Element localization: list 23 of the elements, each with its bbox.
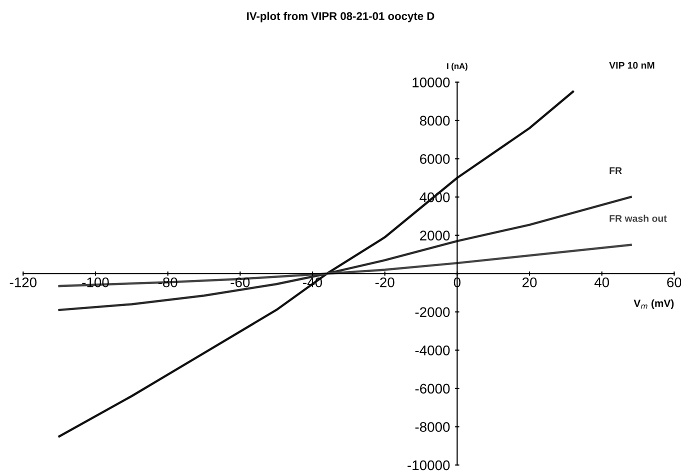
- x-axis-title: V$_{m}$ (mV): [634, 299, 674, 310]
- line-series: [58, 90, 574, 438]
- chart-title: IV-plot from VIPR 08-21-01 oocyte D: [247, 12, 434, 22]
- x-tick-label: -20: [375, 277, 394, 288]
- y-tick-label: -10000: [408, 460, 450, 470]
- y-tick-label: 2000: [420, 230, 450, 240]
- y-tick-label: 6000: [420, 154, 450, 164]
- text: FR: [610, 167, 622, 174]
- x-tick-label: -60: [230, 277, 250, 288]
- y-tick-label: -2000: [415, 307, 450, 318]
- y-axis-title: I (nA): [447, 62, 468, 71]
- y-tick-label: -8000: [415, 422, 450, 432]
- y-tick-label: 10000: [412, 78, 450, 88]
- y-tick-label: 8000: [420, 116, 450, 126]
- x-tick-label: -120: [10, 277, 37, 288]
- text: FR wash out: [610, 214, 667, 222]
- y-tick-label: -6000: [415, 384, 450, 394]
- x-tick-label: 40: [594, 277, 610, 288]
- y-tick-label: -4000: [415, 346, 450, 356]
- x-tick-label: 60: [667, 277, 681, 288]
- x-tick-label: 20: [522, 277, 537, 288]
- line-series: [58, 244, 632, 288]
- text: VIP 10 nM: [609, 62, 654, 69]
